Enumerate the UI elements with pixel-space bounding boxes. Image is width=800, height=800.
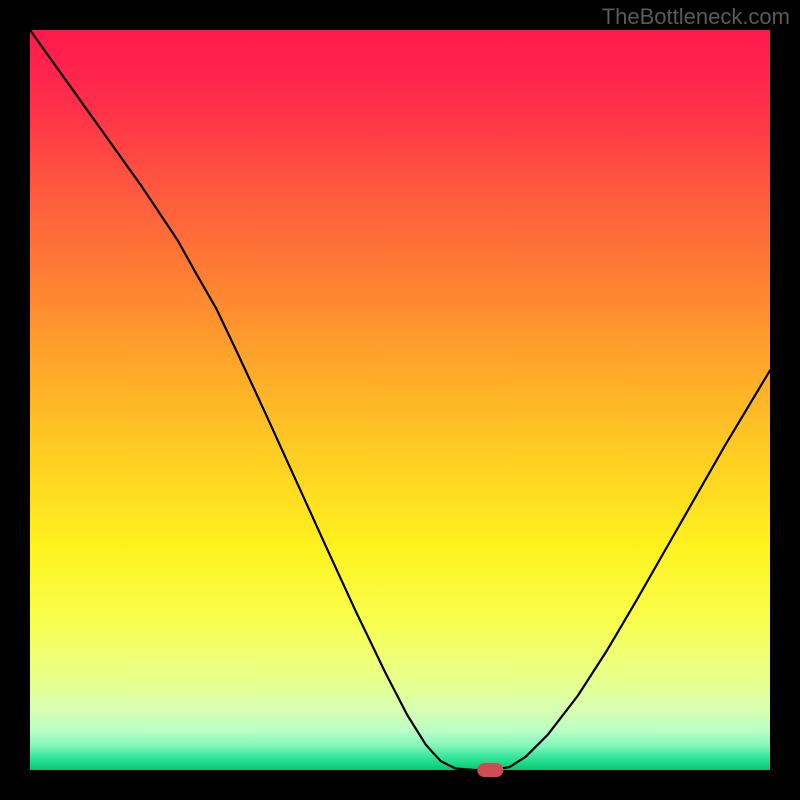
minimum-marker (477, 763, 503, 777)
bottleneck-chart-svg (0, 0, 800, 800)
plot-gradient-background (30, 30, 770, 770)
chart-stage: TheBottleneck.com (0, 0, 800, 800)
